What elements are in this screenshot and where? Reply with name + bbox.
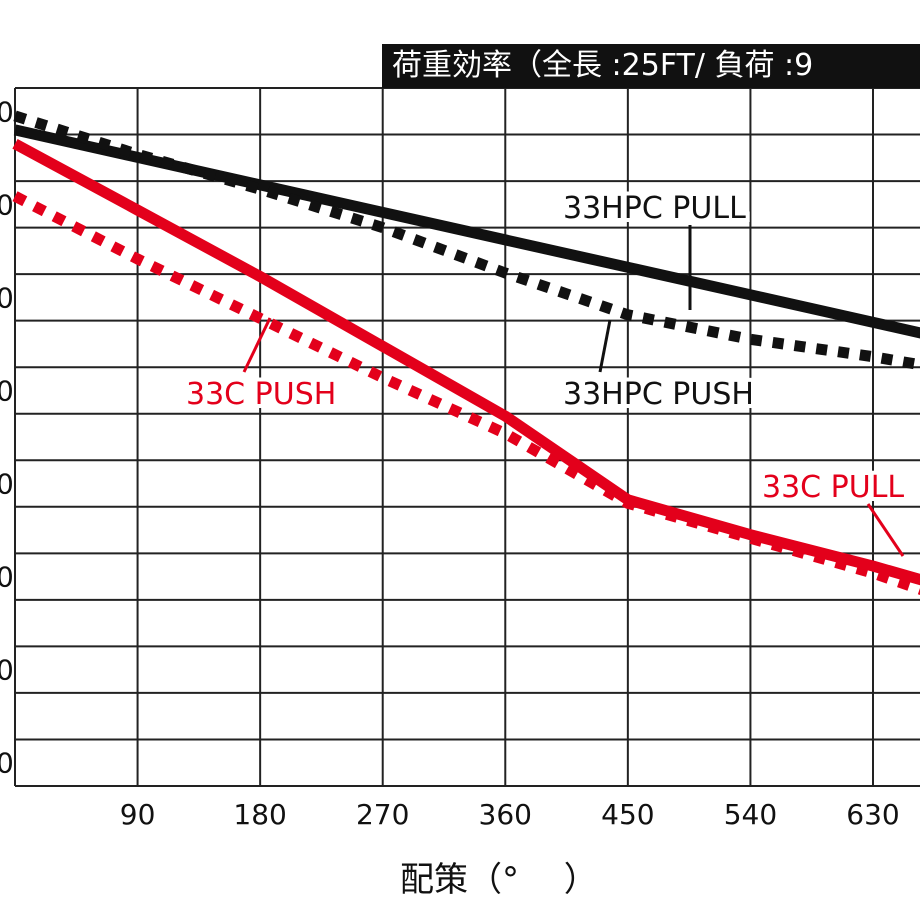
series-line-33c-push — [12, 191, 920, 595]
chart-title: 荷重効率（全長 :25FT/ 負荷 :9 — [382, 44, 920, 88]
callout-label-33hpc-push: 33HPC PUSH — [563, 377, 754, 412]
x-tick-label: 630 — [846, 798, 899, 831]
series-line-33c-pull — [12, 138, 920, 586]
callout-label-33c-push: 33C PUSH — [186, 377, 336, 412]
y-tick-labels: 0 0 0 0 0 0 0 0 — [0, 95, 14, 779]
x-tick-labels: 90 180 270 360 450 540 630 — [120, 798, 900, 831]
grid — [14, 87, 920, 787]
x-tick-label: 540 — [724, 798, 777, 831]
series-group — [12, 110, 920, 595]
y-tick-label: 0 — [0, 654, 14, 687]
y-tick-label: 0 — [0, 468, 14, 501]
x-tick-label: 270 — [356, 798, 409, 831]
series-line-33hpc-push — [13, 110, 920, 371]
y-tick-label: 0 — [0, 95, 14, 128]
y-tick-label: 0 — [0, 374, 14, 407]
x-tick-label: 360 — [479, 798, 532, 831]
y-tick-label: 0 — [0, 561, 14, 594]
y-tick-label: 0 — [0, 188, 14, 221]
callout-leader-33c-pull — [866, 503, 905, 557]
x-tick-label: 450 — [601, 798, 654, 831]
callouts: 33HPC PULL 33HPC PUSH 33C PUSH 33C PULL — [182, 187, 908, 557]
y-tick-label: 0 — [0, 747, 14, 780]
callout-leader-33hpc-push — [598, 319, 612, 373]
callout-leader-33c-push — [242, 317, 272, 373]
callout-label-33c-pull: 33C PULL — [762, 470, 904, 505]
x-tick-label: 90 — [120, 798, 156, 831]
callout-label-33hpc-pull: 33HPC PULL — [563, 191, 746, 226]
x-axis-label: 配策（° ） — [400, 860, 598, 900]
series-line-33hpc-pull — [13, 124, 920, 339]
x-tick-label: 180 — [233, 798, 286, 831]
y-tick-label: 0 — [0, 281, 14, 314]
